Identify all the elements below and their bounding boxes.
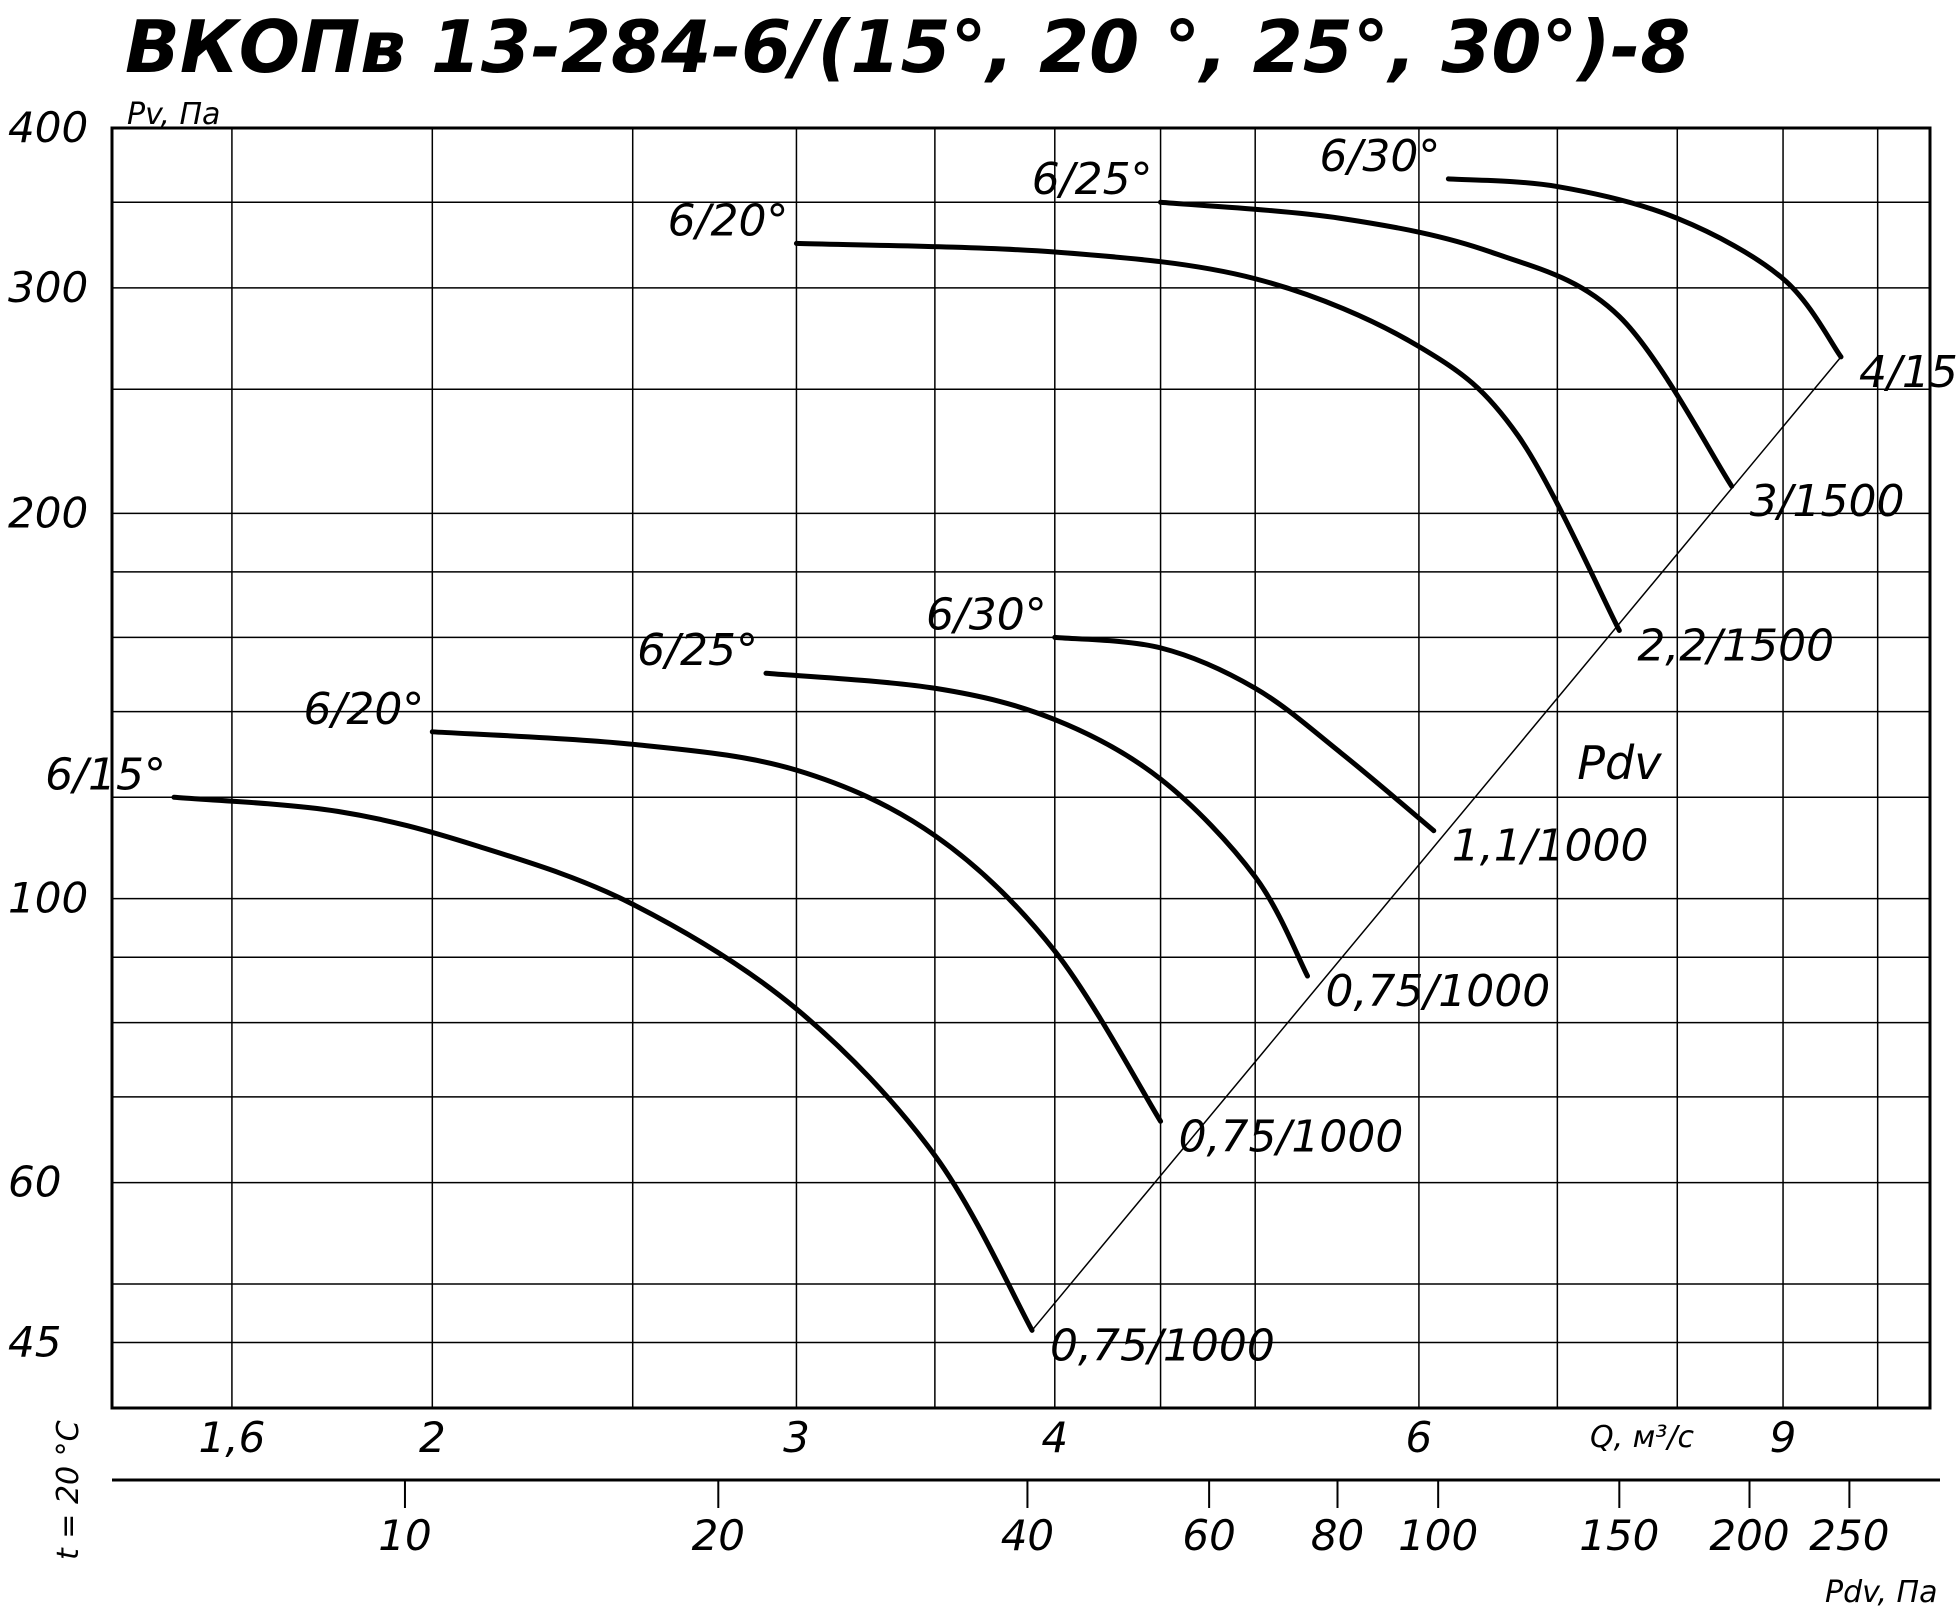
series-motor-label: 0,75/1000 [1326, 966, 1551, 1017]
x-tick-label: 1,6 [199, 1413, 266, 1462]
x2-axis-label: Pdv, Па [1825, 1575, 1937, 1610]
x-tick-label: 4 [1041, 1413, 1068, 1462]
series-name-label: 6/15° [45, 749, 166, 800]
pdv-tick-label: 250 [1809, 1511, 1889, 1560]
series-motor-label: 1,1/1000 [1452, 821, 1649, 872]
pdv-tick-label: 80 [1311, 1511, 1364, 1560]
y-tick-label: 300 [8, 263, 88, 312]
series-name-label: 6/30° [926, 589, 1047, 640]
y-tick-label: 100 [8, 874, 88, 923]
series-layer [171, 176, 1844, 1333]
x-tick-label: 6 [1406, 1413, 1433, 1462]
series-motor-label: 0,75/1000 [1050, 1320, 1275, 1371]
y-tick-label: 60 [8, 1158, 61, 1207]
series-line [171, 794, 1035, 1333]
x-axis-label: Q, м³/с [1590, 1420, 1694, 1455]
pdv-tick-label: 150 [1579, 1511, 1659, 1560]
y-tick-label: 400 [8, 103, 88, 152]
series-line [793, 240, 1622, 633]
series-name-label: 6/25° [1032, 154, 1153, 205]
side-label: t = 20 °C [51, 1420, 86, 1560]
pdv-tick-label: 200 [1709, 1511, 1789, 1560]
y-tick-label: 200 [8, 488, 88, 537]
chart-title: ВКОПв 13-284-6/(15°, 20 °, 25°, 30°)-8 [125, 5, 1690, 89]
series-line [1052, 634, 1437, 834]
x-tick-label: 9 [1770, 1413, 1797, 1462]
pdv-tick-label: 20 [692, 1511, 745, 1560]
series-name-label: 6/20° [668, 195, 789, 246]
series-name-label: 6/25° [637, 625, 758, 676]
pdv-line [1031, 356, 1842, 1331]
series-name-label: 6/20° [304, 684, 425, 735]
pdv-line-label: Pdv [1577, 736, 1662, 790]
series-motor-label: 3/1500 [1750, 476, 1905, 527]
y-tick-label: 45 [8, 1318, 61, 1367]
x-tick-label: 2 [419, 1413, 446, 1462]
series-name-label: 6/30° [1320, 131, 1441, 182]
x-tick-label: 3 [783, 1413, 810, 1462]
pdv-tick-label: 100 [1398, 1511, 1478, 1560]
series-line [763, 670, 1311, 979]
y-axis-label: Pv, Па [127, 97, 220, 132]
series-motor-label: 4/1500 [1859, 347, 1957, 398]
axes-layer [110, 126, 1940, 1508]
pdv-tick-label: 60 [1182, 1511, 1235, 1560]
series-line [1445, 176, 1844, 360]
pdv-tick-label: 10 [378, 1511, 431, 1560]
series-line [1158, 199, 1735, 489]
series-motor-label: 0,75/1000 [1179, 1111, 1404, 1162]
series-line [429, 729, 1164, 1124]
series-motor-label: 2,2/1500 [1637, 620, 1834, 671]
pdv-tick-label: 40 [1001, 1511, 1054, 1560]
grid-layer [112, 127, 1930, 1408]
plot-frame [110, 126, 1932, 1410]
labels-layer: 400 300 200 100 60 45 1,6 2 3 4 6 9 10 20 40 60 80 100 150… [8, 103, 1957, 1560]
